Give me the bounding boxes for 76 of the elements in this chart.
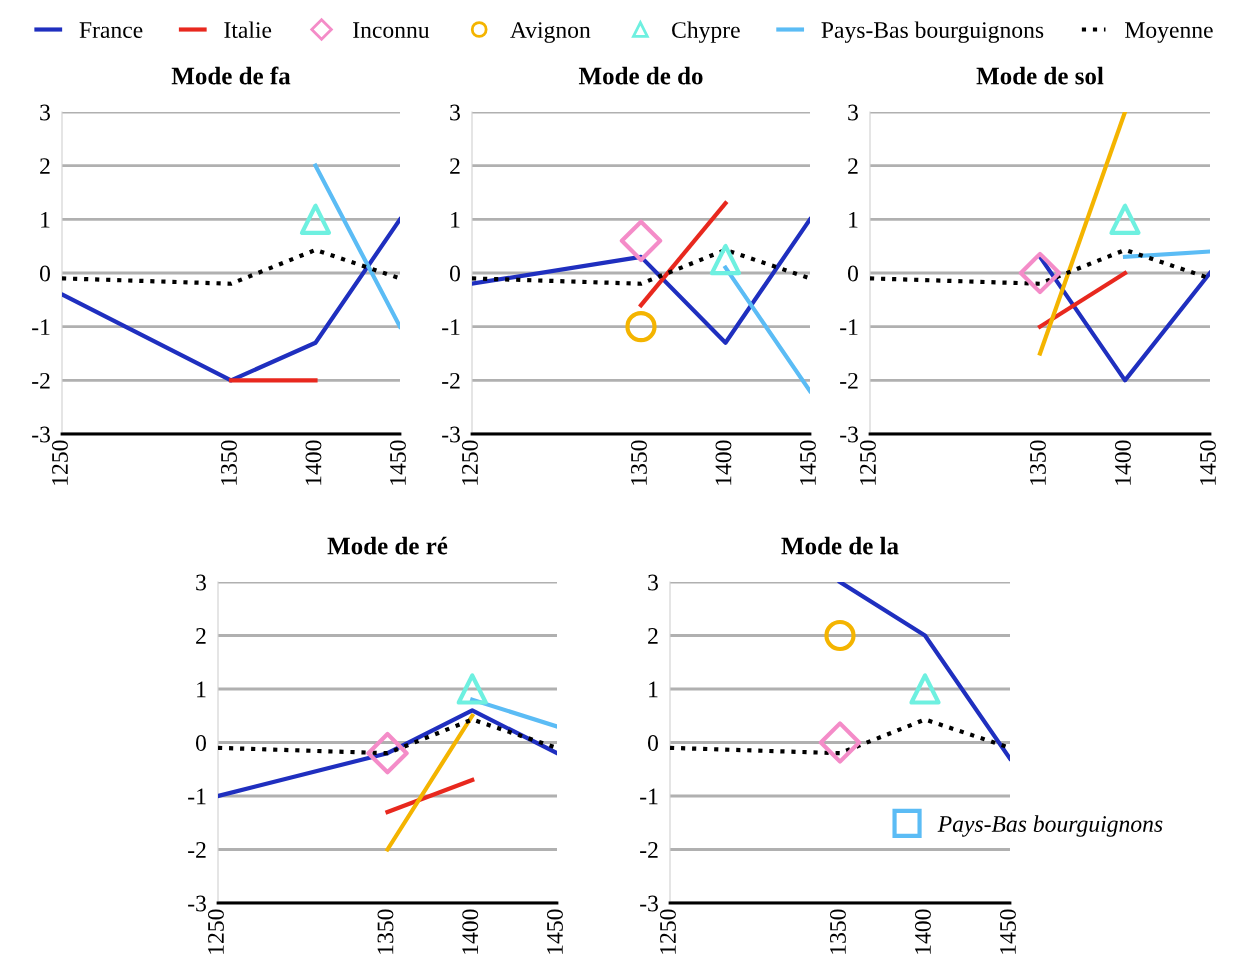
x-tick-label: 1450 [999, 909, 1016, 954]
y-tick-label: 2 [648, 628, 658, 644]
x-tick-label: 1450 [1199, 440, 1216, 485]
y-tick-label: 1 [649, 681, 658, 698]
chart-title: Mode de do [578, 66, 703, 85]
y-tick-label: -3 [840, 426, 858, 443]
y-tick-label: 3 [848, 104, 858, 121]
y-tick-label: 1 [41, 211, 50, 228]
legend-label: Inconnu [353, 22, 430, 39]
legend-label: Pays-Bas bourguignons [821, 21, 1044, 43]
x-tick-label: 1350 [829, 909, 846, 954]
y-tick-label: 0 [195, 734, 206, 751]
x-tick-label: 1250 [207, 909, 224, 954]
y-tick-label: 2 [40, 158, 50, 174]
legend-label: Moyenne [1125, 22, 1213, 43]
y-tick-label: 0 [39, 265, 50, 282]
line-series [472, 217, 810, 345]
legend-label: Avignon [510, 22, 591, 43]
y-tick-label: 2 [196, 628, 206, 644]
y-tick-label: 3 [648, 574, 658, 591]
y-tick-label: -1 [840, 319, 858, 335]
y-tick-label: -2 [840, 372, 858, 389]
y-tick-label: 0 [449, 265, 460, 282]
y-tick-label: 2 [450, 158, 460, 174]
y-tick-label: 3 [450, 104, 460, 121]
y-tick-label: -2 [188, 842, 206, 858]
y-tick-label: -1 [442, 319, 460, 335]
x-tick-label: 1400 [715, 440, 732, 485]
y-tick-label: 0 [847, 265, 858, 282]
y-tick-label: -3 [640, 895, 658, 912]
y-tick-label: 3 [196, 574, 206, 591]
y-tick-label: 1 [849, 211, 858, 228]
y-tick-label: -3 [442, 426, 460, 443]
y-tick-label: -2 [32, 372, 50, 389]
point [818, 721, 862, 764]
x-tick-label: 1250 [51, 440, 68, 485]
y-tick-label: -1 [188, 788, 206, 805]
point [909, 673, 941, 705]
x-tick-label: 1400 [305, 440, 322, 485]
x-tick-label: 1250 [659, 909, 676, 954]
legend-label: France [79, 22, 143, 39]
x-tick-label: 1350 [220, 440, 237, 485]
y-tick-label: -2 [442, 372, 460, 389]
y-tick-label: 0 [647, 734, 658, 751]
point [824, 619, 856, 652]
chart-title: Mode de fa [171, 66, 291, 85]
legend-label: Chypre [672, 21, 740, 43]
x-tick-label: 1250 [461, 440, 478, 485]
x-tick-label: 1350 [630, 440, 647, 485]
chart-title: Mode de ré [327, 536, 448, 555]
y-tick-label: -2 [640, 842, 658, 858]
line-series [62, 217, 400, 383]
point [625, 311, 657, 343]
x-tick-label: 1250 [859, 440, 876, 485]
y-tick-label: 1 [197, 681, 206, 698]
x-tick-label: 1400 [1114, 440, 1131, 485]
x-tick-label: 1350 [1029, 440, 1046, 485]
legend-label: Italie [224, 21, 272, 39]
x-tick-label: 1400 [462, 909, 479, 954]
y-tick-label: -1 [32, 319, 50, 335]
point [709, 243, 742, 276]
x-tick-label: 1350 [377, 909, 394, 954]
y-tick-label: 2 [848, 158, 858, 174]
legend-label: Pays-Bas bourguignons [937, 815, 1163, 837]
y-tick-label: 1 [451, 211, 460, 228]
y-tick-label: -3 [32, 426, 50, 443]
y-tick-label: -3 [188, 895, 206, 912]
x-tick-label: 1450 [546, 909, 563, 954]
chart-title: Mode de sol [976, 66, 1104, 85]
point [619, 219, 663, 263]
y-tick-label: 3 [40, 104, 50, 121]
x-tick-label: 1400 [914, 909, 931, 954]
chart-title: Mode de la [781, 536, 899, 555]
y-tick-label: -1 [640, 788, 658, 805]
x-tick-label: 1450 [389, 440, 406, 485]
x-tick-label: 1450 [799, 440, 816, 485]
